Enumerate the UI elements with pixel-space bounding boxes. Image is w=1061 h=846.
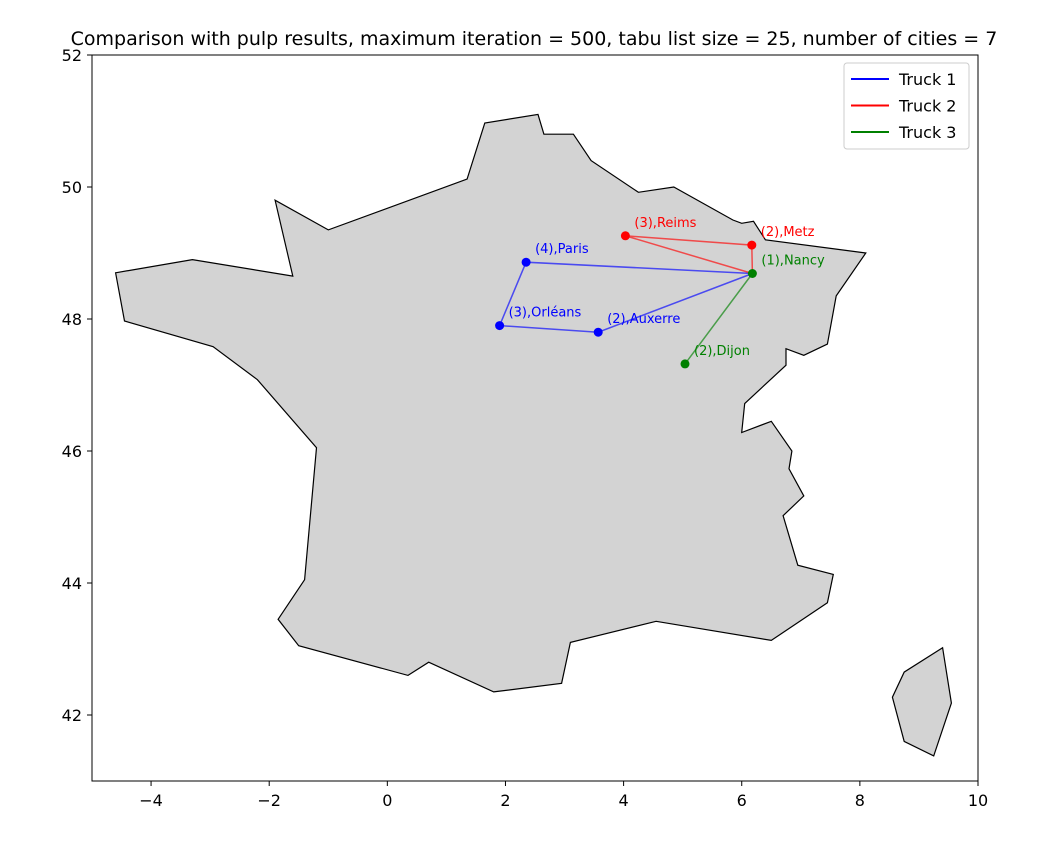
chart-title: Comparison with pulp results, maximum it… xyxy=(71,28,998,50)
y-tick-label: 50 xyxy=(62,178,82,197)
truck-1-point xyxy=(593,327,603,337)
y-tick-label: 52 xyxy=(62,46,82,65)
point-layer xyxy=(495,231,757,369)
corsica-outline xyxy=(891,646,953,757)
legend: Truck 1 Truck 2 Truck 3 xyxy=(843,62,970,150)
y-tick-label: 46 xyxy=(62,442,82,461)
truck-2-point xyxy=(620,231,630,241)
x-tick-label: 0 xyxy=(382,791,392,810)
truck-3-point xyxy=(747,269,757,278)
map-layer xyxy=(114,113,953,757)
x-tick-label: 8 xyxy=(855,791,865,810)
city-label: (2),Dijon xyxy=(694,344,750,359)
x-tick-label: −4 xyxy=(139,791,163,810)
truck-3-point xyxy=(680,359,690,369)
france-outline xyxy=(114,113,867,693)
plot-area: (4),Paris (3),Orléans (2),Auxerre (3),Reims… xyxy=(91,54,979,782)
city-label: (3),Orléans xyxy=(509,306,582,321)
legend-label: Truck 2 xyxy=(898,97,956,116)
y-tick-label: 42 xyxy=(62,706,82,725)
legend-label: Truck 1 xyxy=(898,70,956,89)
x-axis: −4 −2 0 2 4 6 8 10 xyxy=(139,781,988,810)
truck-1-point xyxy=(495,321,505,331)
y-axis: 42 44 46 48 50 52 xyxy=(62,46,92,725)
truck-2-point xyxy=(747,240,757,250)
city-label: (4),Paris xyxy=(535,242,589,257)
legend-box xyxy=(843,62,970,150)
y-tick-label: 48 xyxy=(62,310,82,329)
city-label: (2),Auxerre xyxy=(607,312,680,327)
y-tick-label: 44 xyxy=(62,574,82,593)
city-label: (3),Reims xyxy=(634,216,696,231)
city-label-layer: (4),Paris (3),Orléans (2),Auxerre (3),Reims… xyxy=(509,216,825,359)
x-tick-label: 4 xyxy=(619,791,629,810)
truck-1-point xyxy=(521,257,531,267)
x-tick-label: −2 xyxy=(257,791,281,810)
city-label: (1),Nancy xyxy=(761,254,825,269)
axes-frame xyxy=(91,54,979,782)
city-label: (2),Metz xyxy=(761,225,815,240)
legend-label: Truck 3 xyxy=(898,123,956,142)
x-tick-label: 6 xyxy=(737,791,747,810)
truck-2-route xyxy=(625,235,754,275)
x-tick-label: 2 xyxy=(500,791,510,810)
x-tick-label: 10 xyxy=(968,791,988,810)
